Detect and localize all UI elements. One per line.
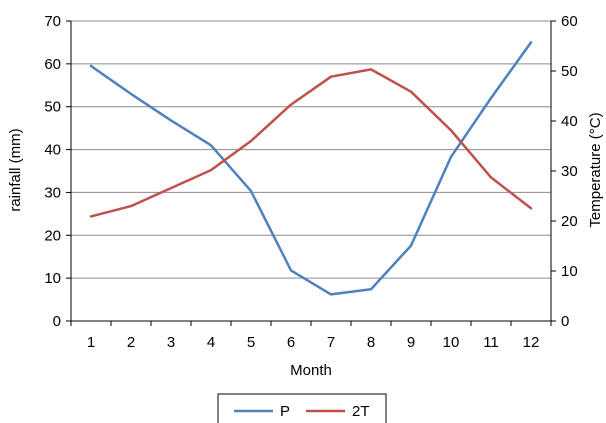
y-tick-label: 0 (53, 313, 61, 330)
y2-tick-label: 20 (561, 213, 578, 230)
legend-box (217, 393, 387, 423)
y2-tick-label: 30 (561, 163, 578, 180)
x-tick-label: 4 (207, 334, 215, 351)
x-tick-label: 12 (523, 334, 540, 351)
x-tick-label: 6 (287, 334, 295, 351)
y2-tick-label: 60 (561, 13, 578, 30)
y-tick-label: 40 (44, 142, 61, 159)
x-tick-label: 10 (443, 334, 460, 351)
series-line-p (89, 41, 533, 296)
x-tick-label: 5 (247, 334, 255, 351)
series-lines (89, 41, 533, 296)
x-tick-label: 3 (167, 334, 175, 351)
x-tick-label: 2 (127, 334, 135, 351)
x-axis-title: Month (290, 362, 332, 379)
legend: P 2T (217, 393, 387, 423)
x-tick-label: 8 (367, 334, 375, 351)
y2-tick-label: 50 (561, 63, 578, 80)
gridlines (71, 20, 551, 279)
y2-tick-label: 40 (561, 113, 578, 130)
legend-label-p: P (280, 403, 290, 420)
y2-axis-title: Temperature (°C) (587, 112, 604, 227)
x-tick-label: 11 (483, 334, 499, 351)
y-tick-label: 30 (44, 184, 61, 201)
legend-label-2t: 2T (352, 403, 370, 420)
x-tick-label: 7 (327, 334, 335, 351)
y2-tick-label: 0 (561, 313, 569, 330)
x-tick-label: 1 (87, 334, 95, 351)
y-tick-label: 20 (44, 227, 61, 244)
y2-tick-label: 10 (561, 263, 578, 280)
y-tick-label: 70 (44, 13, 61, 30)
series-line-2t (89, 68, 533, 218)
y-axis-title: rainfall (mm) (7, 128, 24, 211)
x-tick-label: 9 (407, 334, 415, 351)
axes (66, 20, 556, 326)
y-tick-label: 10 (44, 270, 61, 287)
y-tick-label: 60 (44, 56, 61, 73)
y-tick-label: 50 (44, 99, 61, 116)
